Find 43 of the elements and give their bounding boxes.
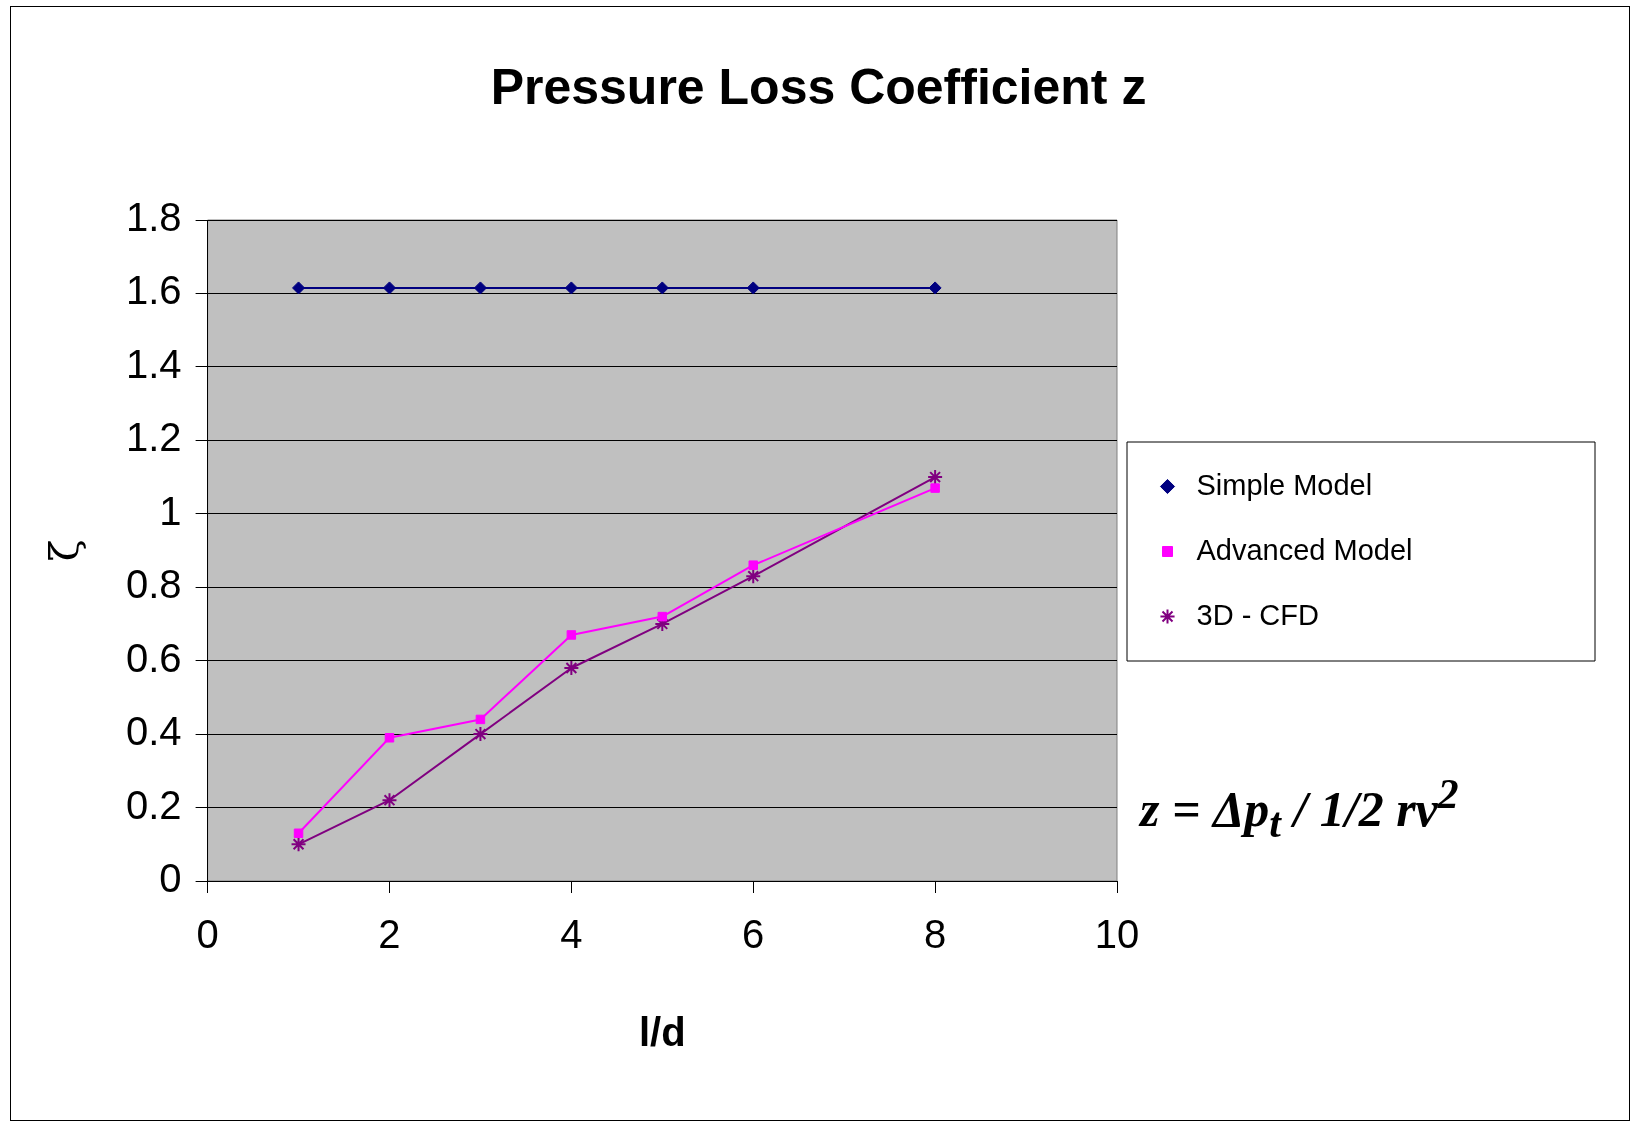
point [564,281,578,295]
y-tick-label: 1.2 [126,415,182,460]
point [930,483,940,493]
y-tick-label: 1.8 [126,195,182,240]
point [563,660,580,677]
x-tick-label: 0 [196,912,219,957]
x-tick-label: 8 [924,912,947,957]
point [473,281,487,295]
point [475,714,486,725]
point [928,281,942,295]
point [746,281,760,295]
text: z = Δp$_{t}$ / 1/2 rv$^{2}$ [1140,770,1459,847]
y-tick-label: 0.8 [126,562,182,607]
point [745,568,762,585]
chart-title: Pressure Loss Coefficient z [490,58,1147,115]
y-axis-title: ζ [41,539,88,562]
y-tick-label: 1 [159,488,182,533]
legend-label: Advanced Model [1196,533,1413,566]
y-tick-label: 1.4 [126,341,182,386]
legend-label: 3D - CFD [1196,598,1319,631]
point [566,630,577,640]
y-tick-label: 0.2 [126,782,182,827]
point [472,726,489,743]
point [655,281,669,295]
point [382,281,396,295]
y-tick-label: 1.6 [126,268,182,313]
x-tick-label: 10 [1094,912,1140,957]
y-tick-label: 0.6 [126,635,182,680]
x-tick-label: 2 [378,912,401,957]
point [384,733,395,743]
point [381,792,398,809]
x-axis-title: l/d [638,1010,686,1055]
y-tick-label: 0.4 [126,709,182,754]
x-tick-label: 6 [742,912,765,957]
y-tick-label: 0 [159,856,182,901]
point [927,469,944,486]
point [657,611,668,622]
x-tick-label: 4 [560,912,583,957]
point [292,281,306,295]
legend-label: Simple Model [1196,468,1373,501]
point [293,828,304,838]
point [748,560,758,570]
point [290,836,307,853]
